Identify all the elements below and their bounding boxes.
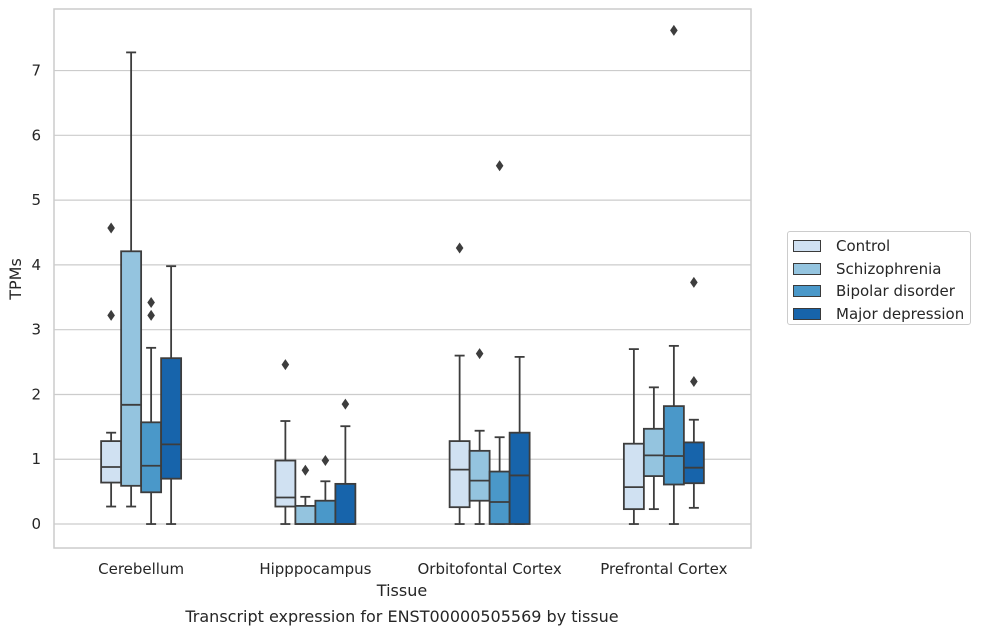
outlier-point <box>341 398 350 410</box>
box-bipolar-disorder <box>488 160 511 525</box>
box-iqr <box>334 482 357 525</box>
y-tick-label: 5 <box>31 191 41 209</box>
legend-swatch <box>793 262 821 275</box>
x-tick-label: Cerebellum <box>98 560 184 578</box>
box-major-depression <box>160 265 183 525</box>
box-iqr <box>682 441 705 485</box>
box-iqr <box>448 440 471 509</box>
outlier-point <box>107 222 115 234</box>
legend-item: Major depression <box>793 303 970 326</box>
legend-item: Control <box>793 235 970 258</box>
x-tick-label: Prefrontal Cortex <box>600 560 727 578</box>
y-tick-labels: 0 1 2 3 4 5 6 7 <box>31 62 41 533</box>
outlier-point <box>301 464 310 476</box>
legend-swatch <box>793 240 821 253</box>
y-tick-label: 3 <box>31 321 41 339</box>
box-schizophrenia <box>468 348 491 525</box>
box-iqr <box>100 440 123 484</box>
box-iqr <box>314 499 337 525</box>
boxes-layer <box>100 24 705 525</box>
legend-item: Schizophrenia <box>793 258 970 281</box>
box-iqr <box>274 459 297 508</box>
box-iqr <box>294 504 317 525</box>
outlier-point <box>107 309 115 321</box>
x-tick-label: Hipppocampus <box>259 560 371 578</box>
y-tick-label: 6 <box>31 126 41 144</box>
box-major-depression <box>682 276 705 509</box>
legend-label: Bipolar disorder <box>836 282 955 301</box>
box-iqr <box>642 427 665 477</box>
outlier-point <box>147 296 155 308</box>
box-iqr <box>662 405 685 486</box>
legend-item: Bipolar disorder <box>793 280 970 303</box>
x-axis-label: Tissue <box>376 581 427 600</box>
outlier-point <box>281 359 290 371</box>
box-major-depression <box>334 398 357 525</box>
outlier-point <box>690 276 698 288</box>
legend-label: Control <box>836 237 891 256</box>
outlier-point <box>475 348 484 360</box>
y-tick-label: 0 <box>31 515 41 533</box>
box-iqr <box>140 421 163 494</box>
box-control <box>622 348 645 525</box>
box-bipolar-disorder <box>314 455 337 525</box>
legend-label: Major depression <box>836 304 965 323</box>
legend-label: Schizophrenia <box>836 259 942 278</box>
outlier-point <box>495 160 504 172</box>
legend: Control Schizophrenia Bipolar disorder Majo… <box>787 231 971 325</box>
box-iqr <box>488 470 511 525</box>
box-control <box>100 222 123 508</box>
box-control <box>274 359 297 525</box>
legend-swatch <box>793 285 821 298</box>
box-bipolar-disorder <box>140 296 163 525</box>
y-tick-label: 2 <box>31 385 41 403</box>
box-iqr <box>508 431 531 525</box>
x-tick-label: Orbitofontal Cortex <box>418 560 562 578</box>
outlier-point <box>147 309 155 321</box>
box-iqr <box>622 442 645 511</box>
box-iqr <box>120 250 143 487</box>
y-tick-label: 4 <box>31 256 41 274</box>
box-schizophrenia <box>120 51 143 508</box>
outlier-point <box>670 24 678 36</box>
outlier-point <box>455 242 464 254</box>
outlier-point <box>321 455 330 467</box>
y-tick-label: 7 <box>31 62 41 80</box>
chart-caption: Transcript expression for ENST0000050556… <box>184 607 618 626</box>
y-tick-label: 1 <box>31 450 41 468</box>
box-iqr <box>160 357 183 480</box>
box-major-depression <box>508 355 531 525</box>
box-iqr <box>468 449 491 502</box>
x-tick-labels: Cerebellum Hipppocampus Orbitofontal Corte… <box>98 560 727 578</box>
y-axis-label: TPMs <box>6 258 25 301</box>
outlier-point <box>690 376 698 388</box>
legend-swatch <box>793 307 821 320</box>
